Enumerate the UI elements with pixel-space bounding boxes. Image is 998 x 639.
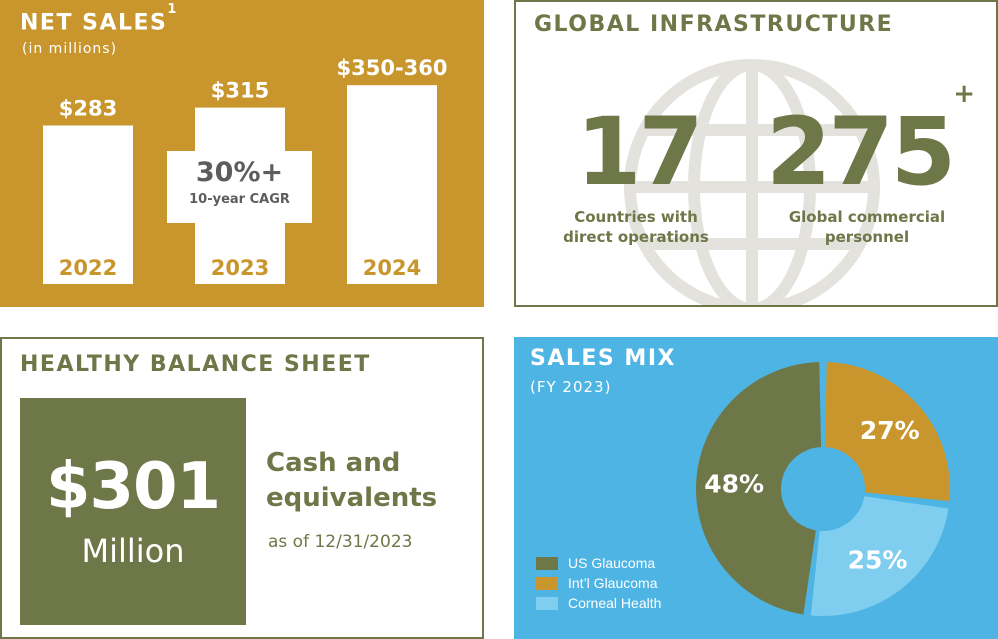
bar-2024	[347, 85, 437, 284]
countries-count: 17	[576, 98, 704, 207]
bar-value-label-2022: $283	[59, 97, 117, 121]
legend-label: US Glaucoma	[568, 555, 656, 571]
slice-value-label-corneal-health: 25%	[848, 545, 908, 574]
donut-hole	[781, 447, 865, 531]
legend-item: Corneal Health	[536, 593, 661, 613]
legend-item: US Glaucoma	[536, 553, 661, 573]
legend-label: Corneal Health	[568, 595, 662, 611]
personnel-count: 275+	[766, 78, 976, 207]
cagr-callout: 30%+ 10-year CAGR	[167, 151, 312, 223]
cash-date: as of 12/31/2023	[268, 532, 413, 552]
net-sales-title: NET SALES1	[20, 2, 178, 36]
legend-swatch	[536, 596, 558, 610]
balance-sheet-panel: HEALTHY BALANCE SHEET $301 Million Cash …	[0, 337, 484, 639]
personnel-label: Global commercial personnel	[788, 208, 946, 247]
cash-amount: $301	[45, 450, 221, 524]
balance-sheet-title: HEALTHY BALANCE SHEET	[20, 352, 371, 377]
cagr-value: 30%+	[195, 157, 284, 188]
sales-mix-title: SALES MIX	[530, 346, 676, 371]
legend-item: Int’l Glaucoma	[536, 573, 661, 593]
bar-2022	[43, 125, 133, 285]
slice-value-label-us-glaucoma: 48%	[704, 469, 764, 498]
personnel-plus: +	[953, 78, 976, 109]
net-sales-panel: NET SALES1 (in millions) $283 2022 $315 202…	[0, 0, 484, 307]
sales-mix-legend: US Glaucoma Int’l Glaucoma Corneal Health	[536, 553, 661, 613]
sales-mix-subtitle: (FY 2023)	[530, 378, 612, 396]
sales-mix-panel: SALES MIX (FY 2023) 48% 27% 25% US Glaucom…	[514, 337, 998, 639]
bar-value-label-2024: $350-360	[337, 56, 448, 80]
countries-label: Countries with direct operations	[563, 208, 709, 247]
global-infrastructure-title: GLOBAL INFRASTRUCTURE	[534, 12, 894, 37]
bar-category-label-2023: 2023	[211, 256, 269, 280]
cash-unit: Million	[81, 532, 185, 570]
slice-value-label-int-l-glaucoma: 27%	[860, 416, 920, 445]
globe-icon	[624, 59, 880, 305]
net-sales-subtitle: (in millions)	[22, 41, 118, 57]
legend-label: Int’l Glaucoma	[568, 575, 658, 591]
cagr-label: 10-year CAGR	[189, 192, 290, 207]
bar-value-label-2023: $315	[211, 79, 269, 103]
sales-mix-donut-chart: 48% 27% 25%	[694, 360, 952, 618]
bar-category-label-2022: 2022	[59, 256, 117, 280]
cash-amount-box: $301 Million	[20, 398, 246, 625]
slice-us-glaucoma	[694, 360, 825, 617]
legend-swatch	[536, 576, 558, 590]
footnote-marker: 1	[167, 2, 178, 17]
global-infrastructure-panel: GLOBAL INFRASTRUCTURE 17 Countries with …	[514, 0, 998, 307]
bar-category-label-2024: 2024	[363, 256, 421, 280]
cash-description: Cash and equivalents	[266, 448, 438, 514]
legend-swatch	[536, 556, 558, 570]
